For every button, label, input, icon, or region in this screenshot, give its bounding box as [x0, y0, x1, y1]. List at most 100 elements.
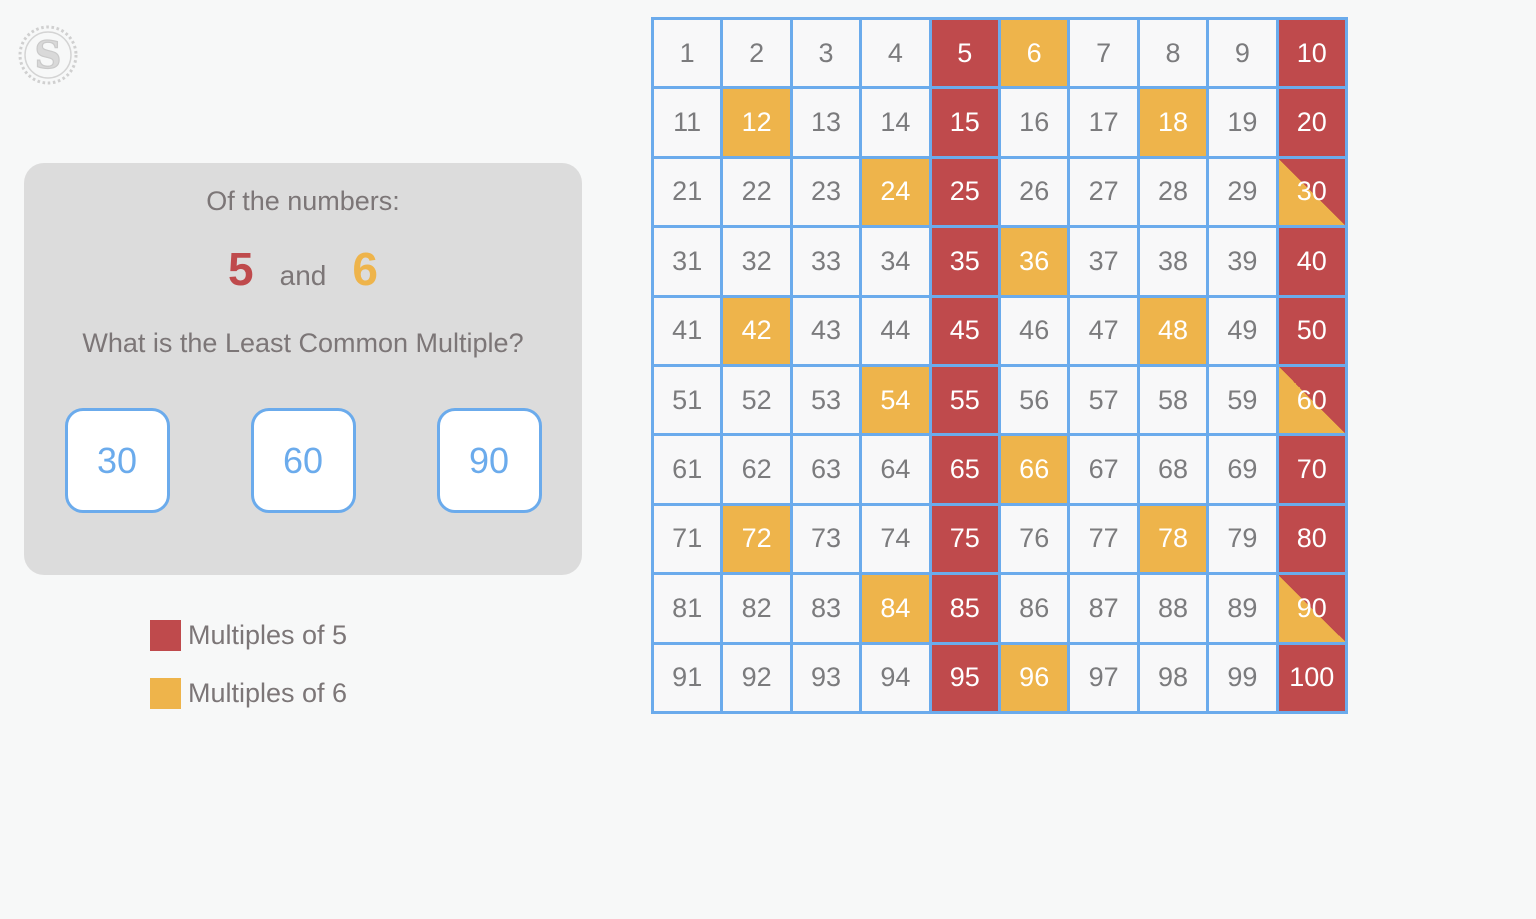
- logo-letter: S: [35, 33, 62, 77]
- legend-item-multiples-of-6: Multiples of 6: [150, 678, 347, 709]
- grid-cell-49: 49: [1209, 297, 1276, 364]
- grid-cell-54: 54: [862, 367, 929, 434]
- grid-cell-38: 38: [1139, 228, 1207, 295]
- answer-choices: 30 60 90: [24, 408, 582, 513]
- grid-cell-13: 13: [792, 89, 860, 156]
- grid-cell-44: 44: [862, 297, 929, 364]
- grid-cell-17: 17: [1070, 89, 1137, 156]
- grid-cell-58: 58: [1139, 367, 1207, 434]
- grid-cell-97: 97: [1070, 644, 1137, 711]
- grid-cell-24: 24: [862, 158, 929, 226]
- grid-cell-93: 93: [792, 644, 860, 711]
- grid-cell-12: 12: [723, 89, 790, 156]
- answer-button-90[interactable]: 90: [436, 408, 542, 513]
- question-number-6: 6: [352, 243, 378, 295]
- grid-cell-94: 94: [862, 644, 929, 711]
- grid-cell-22: 22: [723, 158, 790, 226]
- grid-cell-100: 100: [1278, 644, 1345, 711]
- grid-cell-65: 65: [931, 436, 998, 503]
- grid-cell-27: 27: [1070, 158, 1137, 226]
- grid-cell-71: 71: [654, 505, 721, 573]
- question-card: Of the numbers: 5 and 6 What is the Leas…: [24, 163, 582, 575]
- grid-cell-95: 95: [931, 644, 998, 711]
- grid-cell-47: 47: [1070, 297, 1137, 364]
- grid-cell-18: 18: [1139, 89, 1207, 156]
- grid-cell-86: 86: [1001, 575, 1068, 642]
- grid-cell-9: 9: [1209, 20, 1276, 87]
- grid-cell-69: 69: [1209, 436, 1276, 503]
- question-intro: Of the numbers:: [206, 186, 400, 216]
- grid-cell-30: 30: [1278, 158, 1345, 226]
- grid-cell-88: 88: [1139, 575, 1207, 642]
- grid-cell-70: 70: [1278, 436, 1345, 503]
- grid-cell-20: 20: [1278, 89, 1345, 156]
- grid-cell-31: 31: [654, 228, 721, 295]
- grid-cell-66: 66: [1001, 436, 1068, 503]
- grid-cell-25: 25: [931, 158, 998, 226]
- grid-cell-8: 8: [1139, 20, 1207, 87]
- grid-cell-56: 56: [1001, 367, 1068, 434]
- grid-cell-61: 61: [654, 436, 721, 503]
- grid-cell-21: 21: [654, 158, 721, 226]
- app-logo: S: [16, 23, 80, 87]
- grid-cell-41: 41: [654, 297, 721, 364]
- grid-cell-68: 68: [1139, 436, 1207, 503]
- grid-cell-15: 15: [931, 89, 998, 156]
- legend-label: Multiples of 5: [188, 620, 348, 650]
- grid-cell-3: 3: [792, 20, 860, 87]
- grid-cell-6: 6: [1001, 20, 1068, 87]
- grid-cell-77: 77: [1070, 505, 1137, 573]
- grid-cell-62: 62: [723, 436, 790, 503]
- grid-cell-35: 35: [931, 228, 998, 295]
- grid-cell-32: 32: [723, 228, 790, 295]
- answer-button-30[interactable]: 30: [64, 408, 170, 513]
- grid-cell-67: 67: [1070, 436, 1137, 503]
- grid-cell-59: 59: [1209, 367, 1276, 434]
- grid-cell-55: 55: [931, 367, 998, 434]
- legend-swatch-yellow: [150, 678, 181, 709]
- question-number-5: 5: [228, 243, 254, 295]
- grid-cell-37: 37: [1070, 228, 1137, 295]
- grid-cell-74: 74: [862, 505, 929, 573]
- grid-cell-80: 80: [1278, 505, 1345, 573]
- grid-cell-92: 92: [723, 644, 790, 711]
- grid-cell-96: 96: [1001, 644, 1068, 711]
- grid-cell-52: 52: [723, 367, 790, 434]
- grid-cell-81: 81: [654, 575, 721, 642]
- grid-cell-19: 19: [1209, 89, 1276, 156]
- grid-cell-34: 34: [862, 228, 929, 295]
- grid-cell-50: 50: [1278, 297, 1345, 364]
- grid-cell-90: 90: [1278, 575, 1345, 642]
- grid-cell-7: 7: [1070, 20, 1137, 87]
- grid-cell-10: 10: [1278, 20, 1345, 87]
- grid-cell-75: 75: [931, 505, 998, 573]
- grid-cell-29: 29: [1209, 158, 1276, 226]
- grid-cell-83: 83: [792, 575, 860, 642]
- grid-cell-85: 85: [931, 575, 998, 642]
- grid-cell-33: 33: [792, 228, 860, 295]
- legend-item-multiples-of-5: Multiples of 5: [150, 620, 347, 651]
- grid-cell-76: 76: [1001, 505, 1068, 573]
- grid-cell-23: 23: [792, 158, 860, 226]
- answer-button-60[interactable]: 60: [250, 408, 356, 513]
- grid-cell-78: 78: [1139, 505, 1207, 573]
- grid-cell-84: 84: [862, 575, 929, 642]
- grid-cell-99: 99: [1209, 644, 1276, 711]
- legend-label: Multiples of 6: [188, 678, 348, 708]
- grid-cell-79: 79: [1209, 505, 1276, 573]
- grid-cell-11: 11: [654, 89, 721, 156]
- grid-cell-51: 51: [654, 367, 721, 434]
- grid-cell-48: 48: [1139, 297, 1207, 364]
- grid-cell-60: 60: [1278, 367, 1345, 434]
- hundred-grid: 1 2 3 4 5 6 7 8 9 10 11 12 13 14 15 16 17 18 19 20 21 22 23 24 2…: [651, 17, 1348, 714]
- grid-cell-1: 1: [654, 20, 721, 87]
- question-conjunction: and: [279, 260, 327, 291]
- grid-cell-42: 42: [723, 297, 790, 364]
- grid-cell-43: 43: [792, 297, 860, 364]
- grid-cell-73: 73: [792, 505, 860, 573]
- grid-cell-36: 36: [1001, 228, 1068, 295]
- grid-cell-72: 72: [723, 505, 790, 573]
- grid-cell-64: 64: [862, 436, 929, 503]
- grid-cell-28: 28: [1139, 158, 1207, 226]
- grid-cell-63: 63: [792, 436, 860, 503]
